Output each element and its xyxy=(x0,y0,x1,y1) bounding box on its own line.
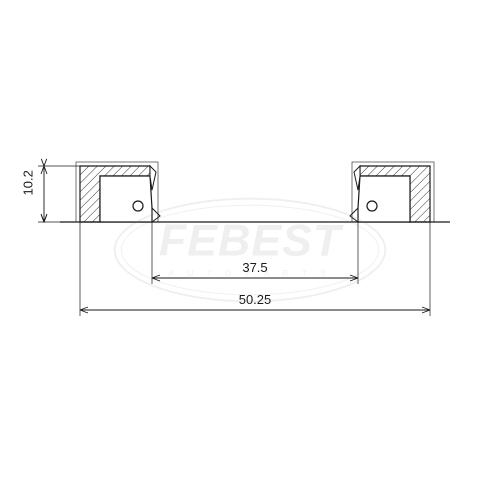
left-section xyxy=(76,162,160,222)
drawing-canvas xyxy=(0,0,500,500)
right-section xyxy=(350,162,434,222)
dim-height xyxy=(38,166,80,222)
dim-inner-width-value: 37.5 xyxy=(230,260,280,275)
dim-outer-width-value: 50.25 xyxy=(230,292,280,307)
dim-height-value: 10.2 xyxy=(21,172,36,196)
